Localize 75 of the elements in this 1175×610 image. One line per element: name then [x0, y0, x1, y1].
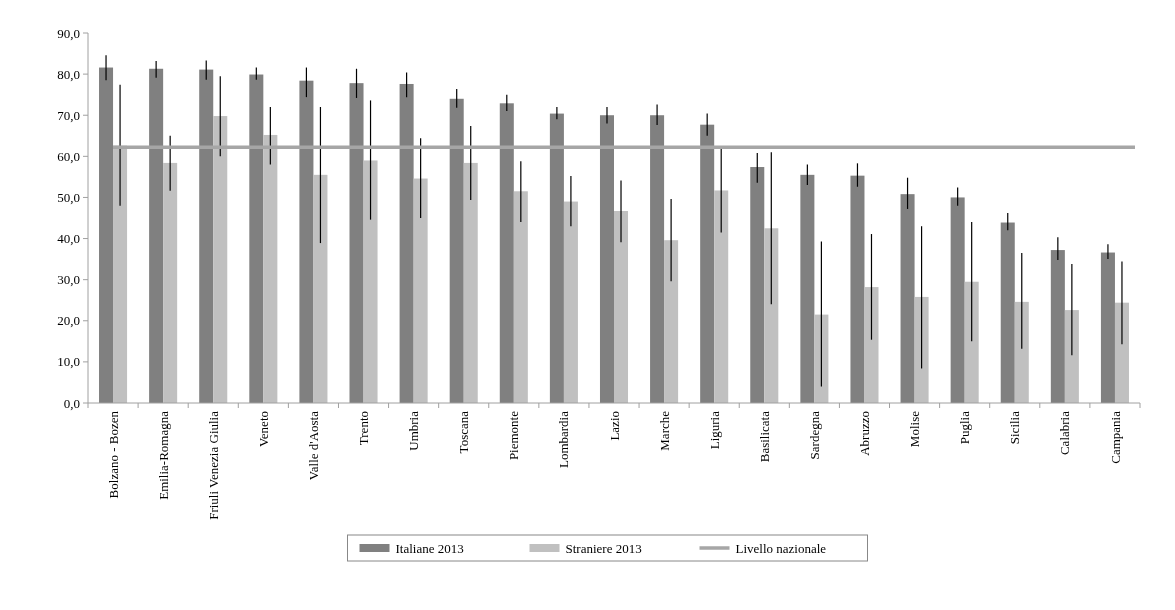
bar	[714, 190, 729, 403]
x-tick-label: Friuli Venezia Giulia	[205, 410, 221, 520]
bar	[814, 314, 829, 403]
y-tick-label: 50,0	[57, 189, 80, 205]
bar	[213, 116, 228, 403]
bar	[463, 162, 478, 403]
bar	[614, 211, 629, 403]
bar	[764, 228, 779, 403]
legend-label: Italiane 2013	[395, 540, 464, 556]
x-tick-label: Basilicata	[756, 410, 772, 463]
y-tick-label: 90,0	[57, 25, 80, 41]
bar	[650, 115, 665, 403]
x-tick-label: Trento	[356, 411, 372, 446]
y-tick-label: 80,0	[57, 66, 80, 82]
x-tick-label: Piemonte	[506, 410, 522, 461]
x-tick-label: Veneto	[255, 411, 271, 448]
x-tick-label: Sardegna	[806, 410, 822, 460]
legend-label: Straniere 2013	[565, 540, 642, 556]
bar	[914, 296, 929, 403]
x-tick-label: Puglia	[957, 410, 973, 445]
bar	[864, 287, 879, 403]
x-tick-label: Bolzano - Bozen	[105, 410, 121, 499]
y-tick-label: 30,0	[57, 272, 80, 288]
bar	[1114, 302, 1129, 403]
bar	[1100, 252, 1115, 403]
bar	[750, 167, 765, 403]
legend-label: Livello nazionale	[735, 540, 827, 556]
bar	[413, 178, 428, 403]
y-tick-label: 70,0	[57, 107, 80, 123]
y-tick-label: 20,0	[57, 313, 80, 329]
y-tick-label: 60,0	[57, 148, 80, 164]
x-tick-label: Molise	[907, 410, 923, 448]
bar	[513, 191, 528, 403]
x-tick-label: Sicilia	[1007, 410, 1023, 445]
bar	[1064, 310, 1079, 403]
y-tick-label: 0,0	[63, 395, 80, 411]
x-tick-label: Marche	[656, 410, 672, 451]
bar	[199, 69, 214, 403]
x-tick-label: Valle d'Aosta	[305, 410, 321, 481]
bar	[499, 103, 514, 403]
bar	[1014, 301, 1029, 403]
bar	[800, 174, 815, 403]
y-tick-label: 40,0	[57, 231, 80, 247]
bar	[850, 175, 865, 403]
x-tick-label: Campania	[1107, 410, 1123, 464]
y-tick-label: 10,0	[57, 354, 80, 370]
bar	[249, 74, 264, 403]
x-tick-label: Emilia-Romagna	[155, 410, 171, 500]
bar	[399, 83, 414, 403]
bar	[363, 160, 378, 403]
bar	[549, 113, 564, 403]
bar	[900, 194, 915, 403]
bar	[163, 162, 178, 403]
bar	[1000, 222, 1015, 403]
bar	[299, 80, 314, 403]
bar	[99, 67, 114, 403]
x-tick-label: Liguria	[706, 410, 722, 450]
bar	[263, 134, 278, 403]
x-tick-label: Abruzzo	[857, 411, 873, 456]
bar	[599, 115, 614, 403]
x-tick-label: Calabria	[1057, 410, 1073, 456]
bar	[449, 98, 464, 403]
bar	[149, 68, 164, 403]
bar	[664, 240, 679, 403]
bar	[349, 83, 364, 403]
bar	[563, 201, 578, 403]
bar	[700, 124, 715, 403]
bar	[1050, 250, 1065, 403]
x-tick-label: Toscana	[456, 410, 472, 454]
x-tick-label: Lombardia	[556, 410, 572, 469]
x-tick-label: Umbria	[406, 410, 422, 451]
bar	[950, 197, 965, 403]
bar	[313, 174, 328, 403]
bar	[964, 281, 979, 403]
x-tick-label: Lazio	[606, 411, 622, 441]
